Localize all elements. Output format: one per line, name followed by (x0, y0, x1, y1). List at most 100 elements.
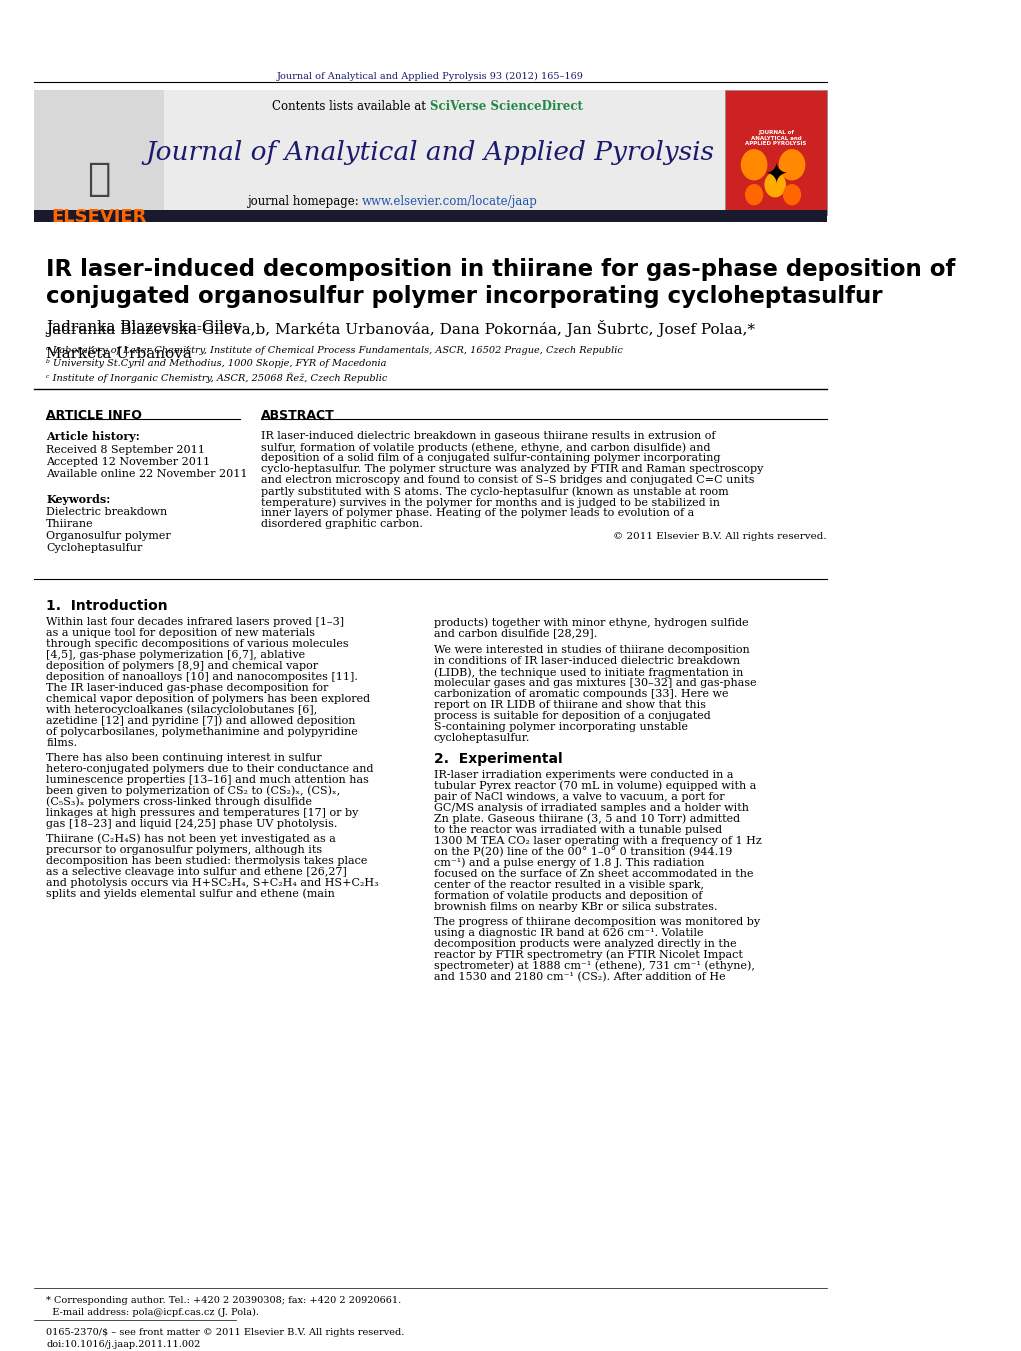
Text: Zn plate. Gaseous thiirane (3, 5 and 10 Torr) admitted: Zn plate. Gaseous thiirane (3, 5 and 10 … (434, 813, 740, 824)
Text: hetero-conjugated polymers due to their conductance and: hetero-conjugated polymers due to their … (46, 763, 374, 774)
Text: decomposition products were analyzed directly in the: decomposition products were analyzed dir… (434, 939, 736, 948)
Text: cyclo-heptasulfur. The polymer structure was analyzed by FTIR and Raman spectros: cyclo-heptasulfur. The polymer structure… (261, 465, 764, 474)
Text: Contents lists available at: Contents lists available at (272, 100, 430, 113)
Text: Article history:: Article history: (46, 431, 140, 442)
Text: Organosulfur polymer: Organosulfur polymer (46, 531, 172, 542)
Text: center of the reactor resulted in a visible spark,: center of the reactor resulted in a visi… (434, 880, 703, 890)
Text: to the reactor was irradiated with a tunable pulsed: to the reactor was irradiated with a tun… (434, 824, 722, 835)
Text: GC/MS analysis of irradiated samples and a holder with: GC/MS analysis of irradiated samples and… (434, 802, 749, 813)
Text: JOURNAL of
ANALYTICAL and
APPLIED PYROLYSIS: JOURNAL of ANALYTICAL and APPLIED PYROLY… (745, 130, 807, 146)
Text: ᶜ Institute of Inorganic Chemistry, ASCR, 25068 Řež, Czech Republic: ᶜ Institute of Inorganic Chemistry, ASCR… (46, 373, 388, 382)
Text: 1.  Introduction: 1. Introduction (46, 598, 168, 613)
Text: [4,5], gas-phase polymerization [6,7], ablative: [4,5], gas-phase polymerization [6,7], a… (46, 650, 305, 661)
Text: Dielectric breakdown: Dielectric breakdown (46, 507, 167, 517)
Text: focused on the surface of Zn sheet accommodated in the: focused on the surface of Zn sheet accom… (434, 869, 753, 878)
Text: We were interested in studies of thiirane decomposition: We were interested in studies of thiiran… (434, 644, 749, 655)
Text: inner layers of polymer phase. Heating of the polymer leads to evolution of a: inner layers of polymer phase. Heating o… (261, 508, 694, 519)
Text: and photolysis occurs via H+SC₂H₄, S+C₂H₄ and HS+C₂H₃: and photolysis occurs via H+SC₂H₄, S+C₂H… (46, 878, 379, 888)
Text: partly substituted with S atoms. The cyclo-heptasulfur (known as unstable at roo: partly substituted with S atoms. The cyc… (261, 486, 729, 497)
Text: Markéta Urbanová: Markéta Urbanová (46, 347, 192, 362)
Text: ᵇ University St.Cyril and Methodius, 1000 Skopje, FYR of Macedonia: ᵇ University St.Cyril and Methodius, 100… (46, 359, 387, 369)
Text: Thiirane: Thiirane (46, 519, 94, 530)
Text: and carbon disulfide [28,29].: and carbon disulfide [28,29]. (434, 628, 597, 638)
Text: and 1530 and 2180 cm⁻¹ (CS₂). After addition of He: and 1530 and 2180 cm⁻¹ (CS₂). After addi… (434, 971, 726, 982)
Text: IR laser-induced decomposition in thiirane for gas-phase deposition of: IR laser-induced decomposition in thiira… (46, 258, 956, 281)
Text: through specific decompositions of various molecules: through specific decompositions of vario… (46, 639, 349, 648)
Text: Keywords:: Keywords: (46, 494, 110, 505)
Text: linkages at high pressures and temperatures [17] or by: linkages at high pressures and temperatu… (46, 808, 358, 817)
Text: E-mail address: pola@icpf.cas.cz (J. Pola).: E-mail address: pola@icpf.cas.cz (J. Pol… (46, 1308, 259, 1317)
Text: luminescence properties [13–16] and much attention has: luminescence properties [13–16] and much… (46, 775, 370, 785)
Text: deposition of a solid film of a conjugated sulfur-containing polymer incorporati: deposition of a solid film of a conjugat… (261, 454, 721, 463)
FancyBboxPatch shape (34, 209, 827, 222)
Text: precursor to organosulfur polymers, although its: precursor to organosulfur polymers, alth… (46, 844, 323, 855)
Text: products) together with minor ethyne, hydrogen sulfide: products) together with minor ethyne, hy… (434, 617, 748, 628)
Text: report on IR LIDB of thiirane and show that this: report on IR LIDB of thiirane and show t… (434, 700, 706, 709)
Text: disordered graphitic carbon.: disordered graphitic carbon. (261, 519, 423, 530)
Text: Jadranka Blazevska-Gileva,b, Markéta Urbanováa, Dana Pokornáa, Jan Šubrtc, Josef: Jadranka Blazevska-Gileva,b, Markéta Urb… (46, 319, 756, 336)
Text: cycloheptasulfur.: cycloheptasulfur. (434, 732, 530, 743)
Text: pair of NaCl windows, a valve to vacuum, a port for: pair of NaCl windows, a valve to vacuum,… (434, 792, 725, 801)
Text: © 2011 Elsevier B.V. All rights reserved.: © 2011 Elsevier B.V. All rights reserved… (613, 532, 827, 542)
Text: There has also been continuing interest in sulfur: There has also been continuing interest … (46, 753, 322, 763)
Text: on the P(20) line of the 00° 1–0° 0 transition (944.19: on the P(20) line of the 00° 1–0° 0 tran… (434, 847, 732, 858)
Text: The IR laser-induced gas-phase decomposition for: The IR laser-induced gas-phase decomposi… (46, 684, 329, 693)
Text: Cycloheptasulfur: Cycloheptasulfur (46, 543, 143, 553)
Text: with heterocycloalkanes (silacyclolobutanes [6],: with heterocycloalkanes (silacyclolobuta… (46, 705, 318, 716)
Text: sulfur, formation of volatile products (ethene, ethyne, and carbon disulfide) an: sulfur, formation of volatile products (… (261, 442, 711, 453)
Text: as a selective cleavage into sulfur and ethene [26,27]: as a selective cleavage into sulfur and … (46, 867, 347, 877)
Text: Available online 22 November 2011: Available online 22 November 2011 (46, 469, 248, 480)
FancyBboxPatch shape (34, 91, 164, 215)
Circle shape (783, 185, 800, 205)
Text: ✦: ✦ (765, 161, 787, 189)
Text: journal homepage:: journal homepage: (247, 195, 362, 208)
Text: (C₅S₃)ₓ polymers cross-linked through disulfide: (C₅S₃)ₓ polymers cross-linked through di… (46, 797, 312, 808)
Text: decomposition has been studied: thermolysis takes place: decomposition has been studied: thermoly… (46, 855, 368, 866)
Text: www.elsevier.com/locate/jaap: www.elsevier.com/locate/jaap (362, 195, 538, 208)
Circle shape (745, 185, 763, 205)
Text: films.: films. (46, 738, 78, 748)
Text: Within last four decades infrared lasers proved [1–3]: Within last four decades infrared lasers… (46, 617, 344, 627)
Text: spectrometer) at 1888 cm⁻¹ (ethene), 731 cm⁻¹ (ethyne),: spectrometer) at 1888 cm⁻¹ (ethene), 731… (434, 961, 755, 971)
Circle shape (779, 150, 805, 180)
Text: as a unique tool for deposition of new materials: as a unique tool for deposition of new m… (46, 628, 315, 638)
Text: ᵃ Laboratory of Laser Chemistry, Institute of Chemical Process Fundamentals, ASC: ᵃ Laboratory of Laser Chemistry, Institu… (46, 346, 623, 355)
Text: 2.  Experimental: 2. Experimental (434, 753, 563, 766)
Text: reactor by FTIR spectrometry (an FTIR Nicolet Impact: reactor by FTIR spectrometry (an FTIR Ni… (434, 950, 743, 961)
Text: formation of volatile products and deposition of: formation of volatile products and depos… (434, 890, 702, 901)
FancyBboxPatch shape (34, 91, 725, 215)
Text: deposition of nanoalloys [10] and nanocomposites [11].: deposition of nanoalloys [10] and nanoco… (46, 671, 358, 682)
Text: temperature) survives in the polymer for months and is judged to be stabilized i: temperature) survives in the polymer for… (261, 497, 720, 508)
Text: brownish films on nearby KBr or silica substrates.: brownish films on nearby KBr or silica s… (434, 901, 718, 912)
Text: IR-laser irradiation experiments were conducted in a: IR-laser irradiation experiments were co… (434, 770, 733, 780)
Text: chemical vapor deposition of polymers has been explored: chemical vapor deposition of polymers ha… (46, 694, 371, 704)
Text: deposition of polymers [8,9] and chemical vapor: deposition of polymers [8,9] and chemica… (46, 661, 319, 671)
Text: gas [18–23] and liquid [24,25] phase UV photolysis.: gas [18–23] and liquid [24,25] phase UV … (46, 819, 338, 828)
Text: tubular Pyrex reactor (70 mL in volume) equipped with a: tubular Pyrex reactor (70 mL in volume) … (434, 781, 757, 792)
Text: 🌳: 🌳 (87, 159, 110, 197)
Text: SciVerse ScienceDirect: SciVerse ScienceDirect (430, 100, 583, 113)
Text: Received 8 September 2011: Received 8 September 2011 (46, 446, 205, 455)
Text: molecular gases and gas mixtures [30–32] and gas-phase: molecular gases and gas mixtures [30–32]… (434, 678, 757, 688)
Text: IR laser-induced dielectric breakdown in gaseous thiirane results in extrusion o: IR laser-induced dielectric breakdown in… (261, 431, 716, 442)
Text: of polycarbosilanes, polymethanimine and polypyridine: of polycarbosilanes, polymethanimine and… (46, 727, 358, 736)
Text: ABSTRACT: ABSTRACT (261, 409, 335, 423)
Text: in conditions of IR laser-induced dielectric breakdown: in conditions of IR laser-induced dielec… (434, 657, 740, 666)
Text: Journal of Analytical and Applied Pyrolysis 93 (2012) 165–169: Journal of Analytical and Applied Pyroly… (277, 72, 584, 81)
Text: 0165-2370/$ – see front matter © 2011 Elsevier B.V. All rights reserved.: 0165-2370/$ – see front matter © 2011 El… (46, 1328, 404, 1337)
Text: (LIDB), the technique used to initiate fragmentation in: (LIDB), the technique used to initiate f… (434, 667, 743, 678)
Text: using a diagnostic IR band at 626 cm⁻¹. Volatile: using a diagnostic IR band at 626 cm⁻¹. … (434, 928, 703, 938)
Text: 1300 M TEA CO₂ laser operating with a frequency of 1 Hz: 1300 M TEA CO₂ laser operating with a fr… (434, 836, 762, 846)
FancyBboxPatch shape (726, 91, 827, 215)
Text: ELSEVIER: ELSEVIER (51, 208, 146, 226)
Text: doi:10.1016/j.jaap.2011.11.002: doi:10.1016/j.jaap.2011.11.002 (46, 1340, 201, 1348)
Circle shape (741, 150, 767, 180)
Text: splits and yields elemental sulfur and ethene (main: splits and yields elemental sulfur and e… (46, 889, 335, 900)
Text: ARTICLE INFO: ARTICLE INFO (46, 409, 142, 423)
Text: carbonization of aromatic compounds [33]. Here we: carbonization of aromatic compounds [33]… (434, 689, 728, 698)
Text: Accepted 12 November 2011: Accepted 12 November 2011 (46, 457, 210, 467)
Text: Thiirane (C₂H₄S) has not been yet investigated as a: Thiirane (C₂H₄S) has not been yet invest… (46, 834, 336, 844)
Text: The progress of thiirane decomposition was monitored by: The progress of thiirane decomposition w… (434, 916, 760, 927)
Text: process is suitable for deposition of a conjugated: process is suitable for deposition of a … (434, 711, 711, 721)
Text: Journal of Analytical and Applied Pyrolysis: Journal of Analytical and Applied Pyroly… (145, 139, 715, 165)
